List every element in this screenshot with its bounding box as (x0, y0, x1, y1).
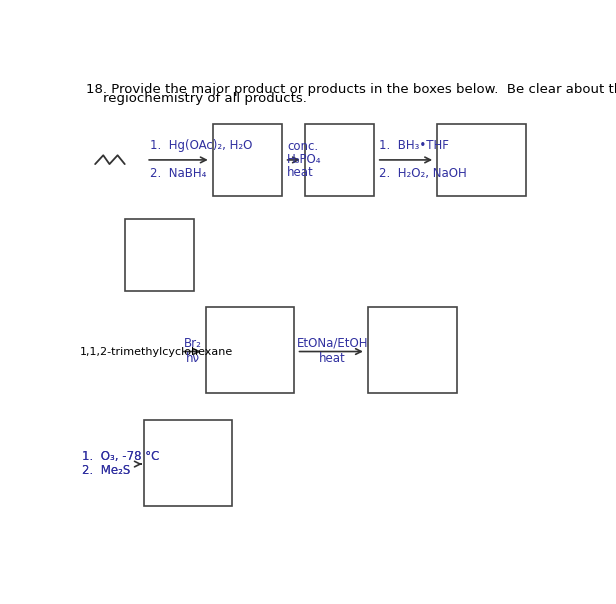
Text: 2.  H₂O₂, NaOH: 2. H₂O₂, NaOH (379, 167, 466, 181)
Text: H₃PO₄: H₃PO₄ (287, 153, 322, 167)
Text: 1.  BH₃•THF: 1. BH₃•THF (379, 139, 448, 152)
Text: regiochemistry of all products.: regiochemistry of all products. (86, 92, 307, 105)
Text: EtONa/EtOH: EtONa/EtOH (297, 336, 368, 350)
Text: 1.  Hg(OAc)₂, H₂O: 1. Hg(OAc)₂, H₂O (150, 139, 253, 152)
Text: hν: hν (185, 352, 200, 365)
Bar (206, 307, 294, 393)
Bar (125, 219, 194, 291)
Text: Br₂: Br₂ (184, 336, 201, 350)
Text: 2.  NaBH₄: 2. NaBH₄ (150, 167, 206, 181)
Text: conc.: conc. (287, 140, 318, 153)
Bar (305, 124, 375, 196)
Bar (213, 124, 282, 196)
Bar (368, 307, 456, 393)
Text: 2.  Me₂S: 2. Me₂S (82, 464, 130, 477)
Bar (144, 420, 232, 506)
Text: heat: heat (287, 167, 314, 179)
Text: 1,1,2-trimethylcyclohexane: 1,1,2-trimethylcyclohexane (79, 347, 233, 356)
Text: 18. Provide the major product or products in the boxes below.  Be clear about th: 18. Provide the major product or product… (86, 83, 616, 95)
Bar (437, 124, 526, 196)
Text: 2.  Me₂S: 2. Me₂S (82, 464, 130, 477)
Text: heat: heat (319, 352, 346, 365)
Text: 1.  O₃, -78 °C: 1. O₃, -78 °C (82, 449, 159, 463)
Text: 1.  O₃, -78 °C: 1. O₃, -78 °C (82, 449, 159, 463)
